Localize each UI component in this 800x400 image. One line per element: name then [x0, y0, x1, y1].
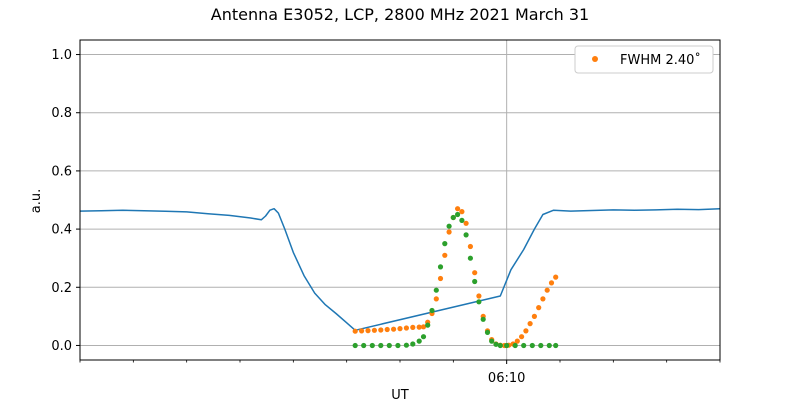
- y-tick-label: 1.0: [51, 48, 72, 63]
- data-point: [395, 342, 401, 349]
- data-point: [391, 326, 397, 332]
- data-point: [523, 328, 529, 334]
- data-point: [420, 334, 427, 340]
- x-axis-label: UT: [391, 388, 409, 400]
- data-point: [403, 342, 409, 348]
- data-point: [459, 217, 465, 223]
- data-point: [446, 223, 452, 229]
- legend-box: [574, 45, 714, 74]
- y-tick-label: 0.0: [51, 339, 72, 354]
- data-point: [544, 287, 550, 293]
- data-point: [403, 325, 409, 331]
- data-point: [536, 305, 542, 311]
- y-tick-label: 0.6: [51, 164, 72, 179]
- data-point: [484, 329, 491, 335]
- data-point: [519, 334, 525, 340]
- data-point: [384, 326, 390, 333]
- data-point: [548, 280, 555, 286]
- data-point: [472, 270, 478, 276]
- data-point: [529, 342, 535, 349]
- data-point: [493, 341, 499, 347]
- data-point: [476, 299, 482, 305]
- data-point: [442, 241, 448, 247]
- data-point: [416, 324, 422, 330]
- y-tick-label: 0.4: [51, 223, 72, 238]
- data-point: [420, 324, 427, 330]
- data-point: [450, 214, 456, 221]
- data-point: [378, 327, 384, 333]
- data-point: [352, 328, 358, 334]
- data-point: [553, 274, 559, 280]
- data-point: [369, 342, 375, 349]
- ticks: 0.0 0.2 0.4 0.6 0.8 1.0 06:10: [51, 48, 721, 386]
- data-point: [538, 342, 544, 349]
- data-point: [365, 328, 371, 334]
- data-point: [455, 206, 461, 212]
- series-line: [79, 207, 721, 332]
- legend-label: FWHM 2.40˚: [620, 52, 701, 68]
- data-point: [512, 342, 518, 349]
- data-point: [467, 243, 473, 250]
- legend-marker: [592, 56, 598, 62]
- series-layer: [79, 206, 721, 349]
- data-point: [514, 338, 520, 344]
- data-point: [386, 342, 392, 349]
- x-tick-label: 06:10: [488, 371, 525, 386]
- data-point: [531, 313, 538, 319]
- data-point: [352, 342, 358, 349]
- data-point: [489, 338, 495, 344]
- data-point: [463, 220, 469, 226]
- data-point: [429, 307, 435, 314]
- data-point: [433, 296, 439, 302]
- data-point: [521, 342, 527, 349]
- data-point: [359, 328, 365, 334]
- y-axis-label: a.u.: [29, 189, 44, 213]
- data-point: [459, 209, 465, 215]
- legend: FWHM 2.40˚: [574, 45, 714, 74]
- data-point: [553, 342, 559, 349]
- data-point: [410, 324, 416, 330]
- data-point: [425, 322, 431, 328]
- data-point: [546, 342, 552, 349]
- data-point: [397, 326, 403, 332]
- data-point: [437, 275, 444, 282]
- data-point: [504, 342, 510, 349]
- data-point: [410, 341, 416, 347]
- data-point: [446, 229, 452, 235]
- data-point: [416, 338, 422, 344]
- chart-title: Antenna E3052, LCP, 2800 MHz 2021 March …: [211, 5, 589, 24]
- data-point: [433, 287, 439, 293]
- data-point: [467, 255, 473, 261]
- y-tick-label: 0.8: [51, 106, 72, 121]
- data-point: [437, 264, 444, 270]
- data-point: [476, 293, 482, 299]
- data-point: [378, 342, 384, 349]
- data-point: [527, 321, 533, 327]
- series-points-2: [352, 211, 559, 349]
- data-point: [480, 316, 486, 322]
- data-point: [442, 252, 448, 258]
- data-point: [455, 211, 461, 218]
- data-point: [540, 296, 546, 302]
- data-point: [497, 342, 503, 349]
- data-point: [361, 342, 367, 349]
- data-point: [463, 232, 469, 238]
- data-point: [472, 278, 478, 285]
- y-tick-label: 0.2: [51, 281, 72, 296]
- data-point: [371, 327, 377, 333]
